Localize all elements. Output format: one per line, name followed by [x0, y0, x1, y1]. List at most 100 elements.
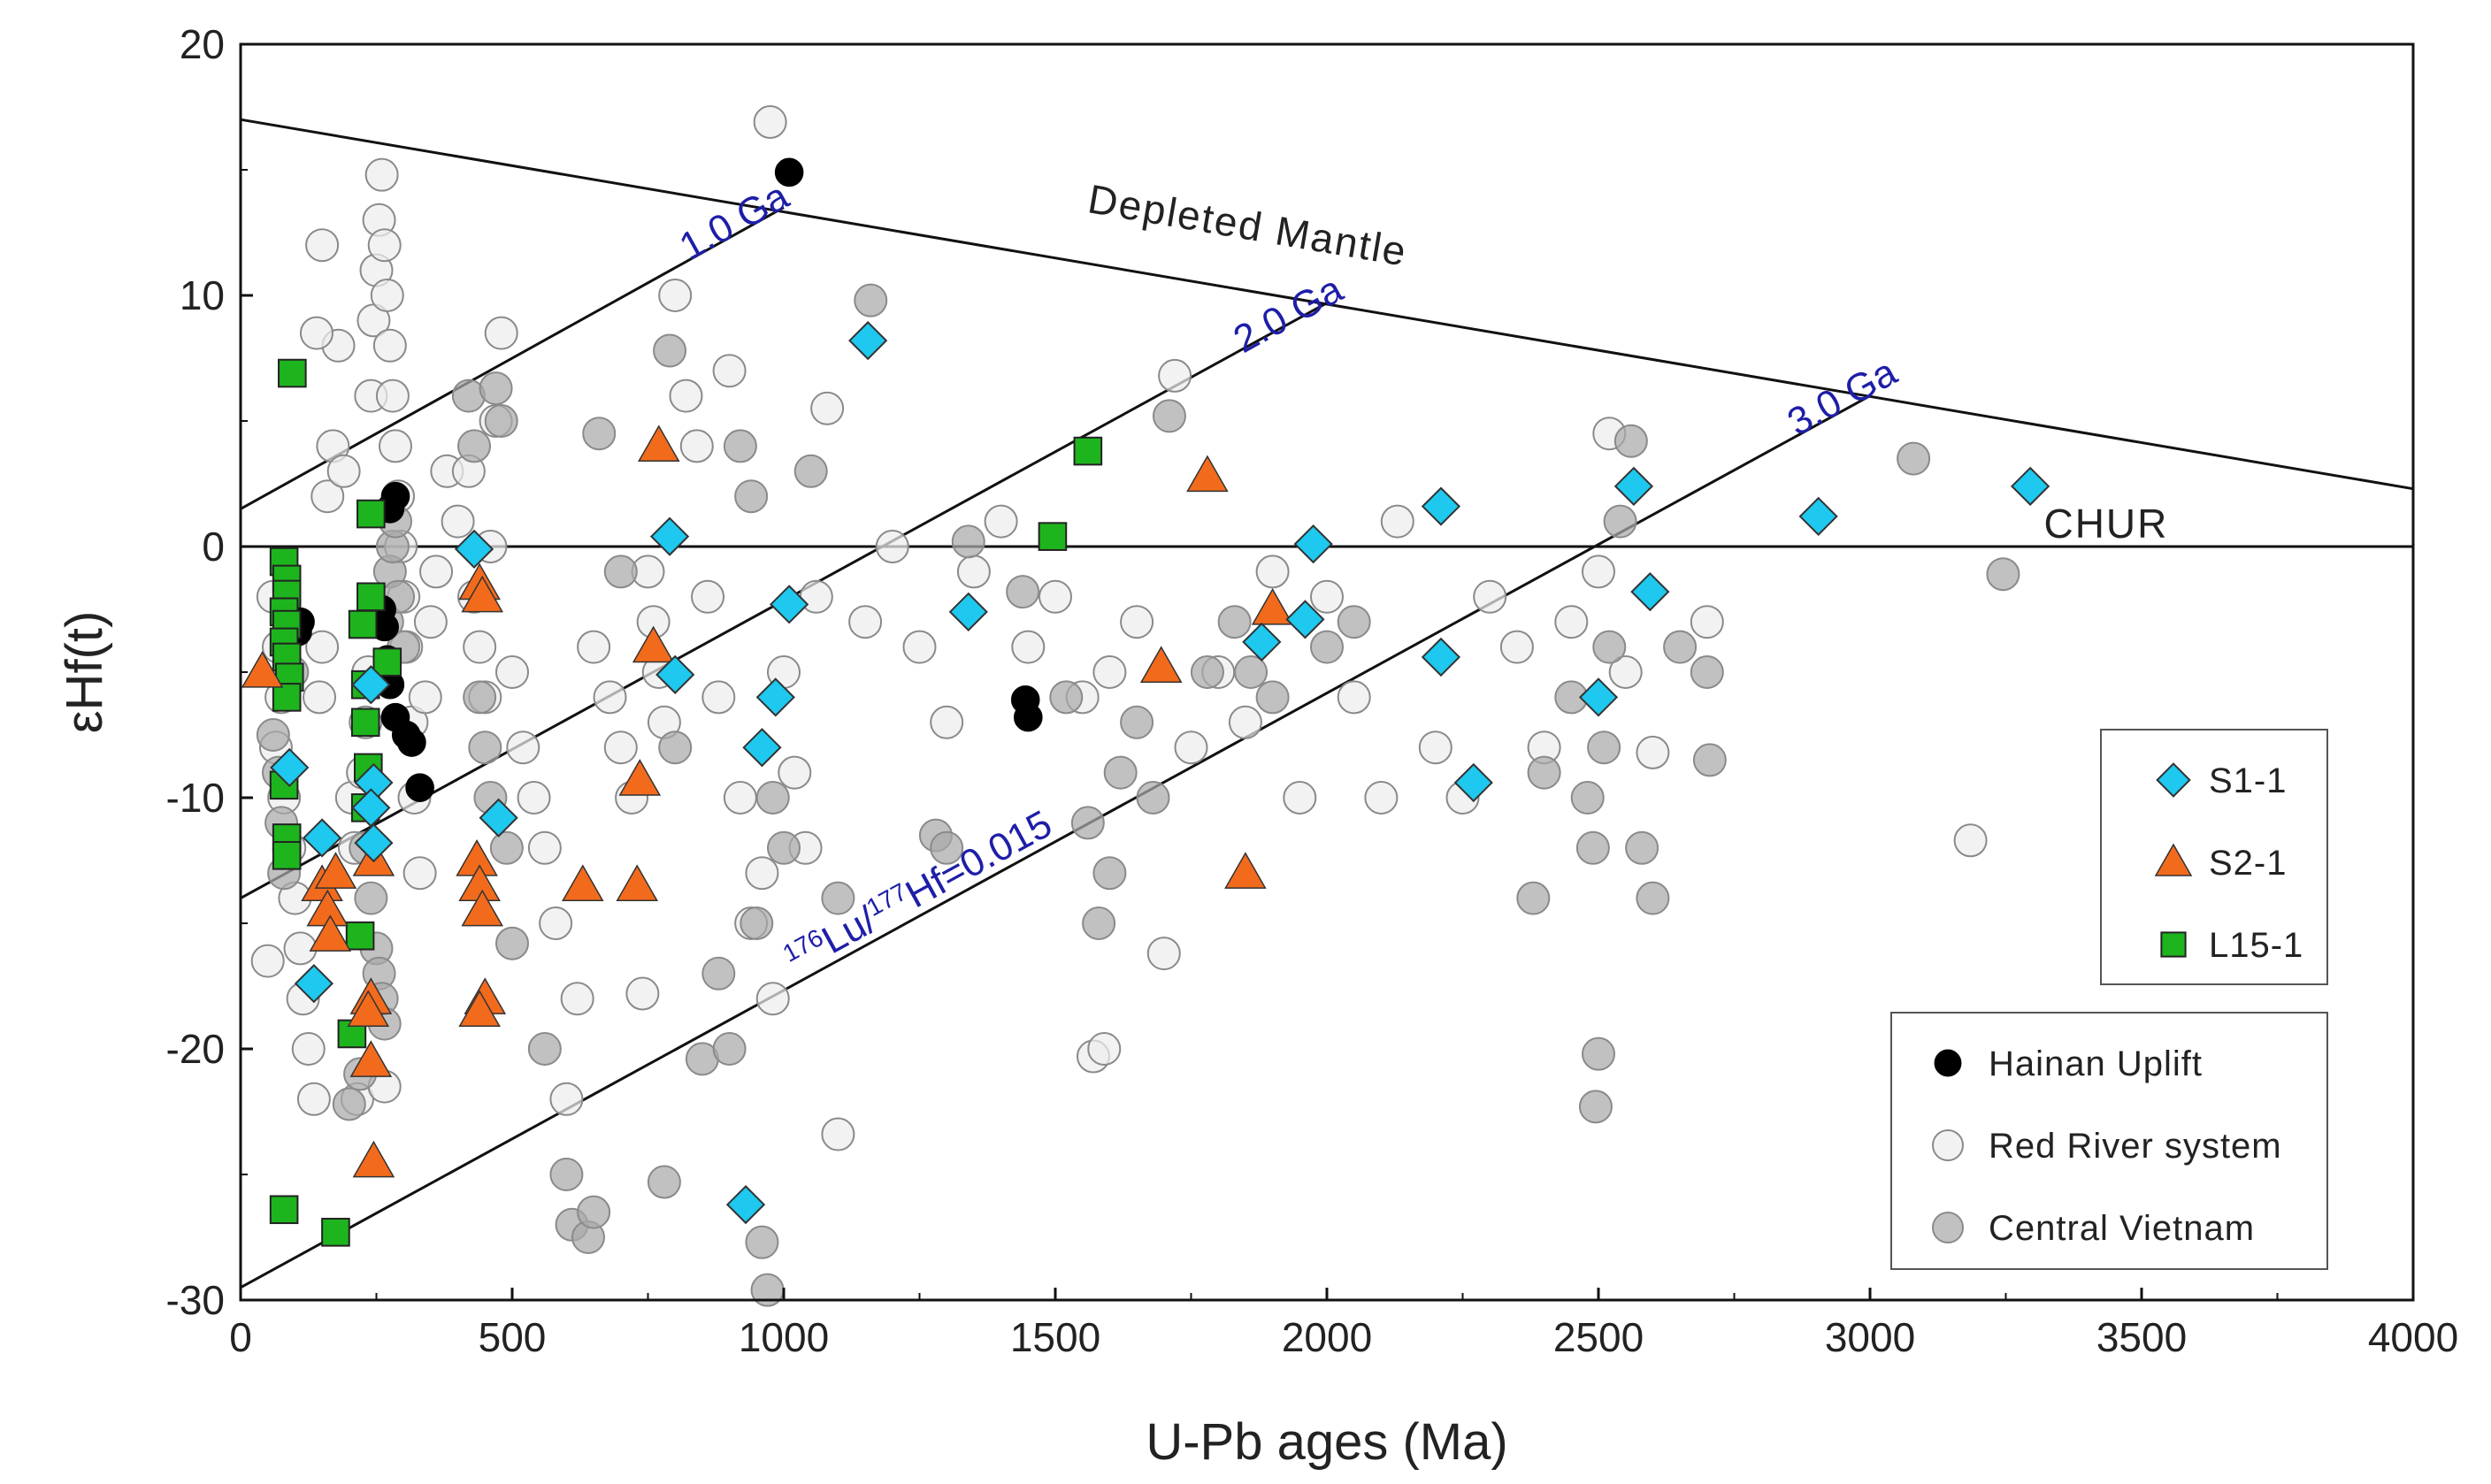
data-point: [1380, 504, 1414, 539]
data-point: [413, 605, 448, 639]
data-point: [560, 982, 594, 1016]
data-point: [495, 926, 529, 960]
data-point: [618, 759, 662, 796]
data-point: [256, 718, 290, 752]
data-point: [1592, 630, 1627, 664]
data-point: [527, 830, 562, 865]
ref-line-3-0-ga: [240, 394, 1871, 1289]
data-point: [352, 1140, 395, 1178]
data-point: [1897, 441, 1931, 476]
data-point: [1310, 630, 1344, 664]
legend-label-central-vietnam: Central Vietnam: [1989, 1209, 2255, 1248]
data-point: [356, 499, 386, 529]
data-point: [372, 328, 407, 363]
legend-label-s2-1: S2-1: [2209, 844, 2288, 883]
data-point: [1082, 906, 1116, 940]
data-point: [1073, 436, 1103, 466]
data-point: [1255, 555, 1290, 589]
data-point: [270, 747, 310, 788]
data-point: [458, 990, 501, 1028]
data-point: [397, 728, 426, 757]
data-point: [1692, 743, 1727, 777]
data-point: [745, 1225, 779, 1259]
legend-samples-box: [2100, 729, 2328, 985]
data-point: [770, 585, 809, 624]
data-point: [1228, 705, 1262, 739]
data-point: [603, 555, 638, 589]
data-point: [1421, 637, 1461, 677]
data-point: [1006, 575, 1040, 609]
data-point: [1603, 504, 1637, 539]
data-point: [1578, 1090, 1613, 1124]
y-tick-label: 10: [180, 272, 225, 318]
legend-label-l15-1: L15-1: [2209, 926, 2303, 965]
data-point: [1217, 605, 1252, 639]
chur-label: CHUR: [2043, 501, 2168, 547]
data-point: [350, 708, 380, 738]
legend-marker-s2-1: [2154, 843, 2193, 876]
data-point: [603, 731, 638, 765]
data-point: [349, 1040, 393, 1077]
data-point: [1092, 856, 1127, 891]
data-point: [380, 481, 410, 511]
data-point: [712, 354, 747, 388]
data-point: [848, 605, 883, 639]
axis-ticks: 0 500 1000 1500 2000 2500 3000 3500 4000 20 10 0 -10…: [166, 21, 2459, 1360]
data-point: [1293, 524, 1333, 564]
data-point: [479, 798, 518, 838]
data-point: [1103, 755, 1138, 790]
data-point: [1174, 731, 1208, 765]
data-point: [495, 655, 529, 689]
data-point: [1473, 579, 1507, 614]
data-point: [1587, 731, 1621, 765]
data-point: [305, 228, 340, 263]
data-point: [1608, 655, 1643, 689]
x-axis-title: U-Pb ages (Ma): [1146, 1413, 1507, 1471]
data-point: [1630, 572, 1670, 612]
data-point: [517, 781, 551, 815]
y-tick-label: 20: [180, 21, 225, 67]
legend-regions: Hainan Uplift Red River system Central Vie…: [1890, 1012, 2328, 1270]
data-point: [1570, 781, 1605, 815]
data-point: [1120, 605, 1154, 639]
data-point: [562, 864, 604, 902]
data-point: [725, 1184, 766, 1225]
data-point: [848, 321, 888, 361]
data-point: [1251, 587, 1294, 625]
data-point: [658, 279, 693, 312]
data-point: [679, 429, 714, 463]
data-point: [1087, 1032, 1122, 1066]
data-point: [1613, 466, 1654, 506]
data-point: [753, 105, 787, 140]
data-point: [701, 956, 736, 991]
data-point: [463, 630, 497, 664]
data-point: [593, 680, 627, 715]
data-point: [810, 391, 845, 425]
data-point: [1186, 455, 1229, 493]
y-tick-label: -20: [166, 1026, 225, 1072]
y-axis-title: εHf(t): [56, 611, 113, 734]
data-point: [441, 504, 475, 539]
data-point: [1690, 655, 1724, 689]
x-tick-label: 0: [229, 1314, 252, 1360]
data-point: [956, 555, 991, 589]
data-point: [1070, 806, 1105, 840]
data-point: [984, 504, 1018, 539]
data-point: [549, 1158, 584, 1191]
data-point: [701, 680, 736, 715]
data-point: [457, 429, 492, 463]
data-point: [632, 625, 675, 663]
data-point: [1136, 781, 1170, 815]
data-point: [351, 665, 391, 705]
data-point: [549, 1082, 584, 1116]
x-tick-label: 1000: [739, 1314, 829, 1360]
series-s1-1: [270, 321, 2050, 1225]
data-point: [1310, 579, 1344, 614]
legend-marker-red-river-system: [1932, 1129, 1964, 1161]
data-point: [321, 1218, 350, 1247]
data-point: [854, 283, 888, 317]
data-point: [1014, 702, 1043, 732]
data-point: [326, 454, 361, 488]
data-point: [272, 683, 302, 712]
